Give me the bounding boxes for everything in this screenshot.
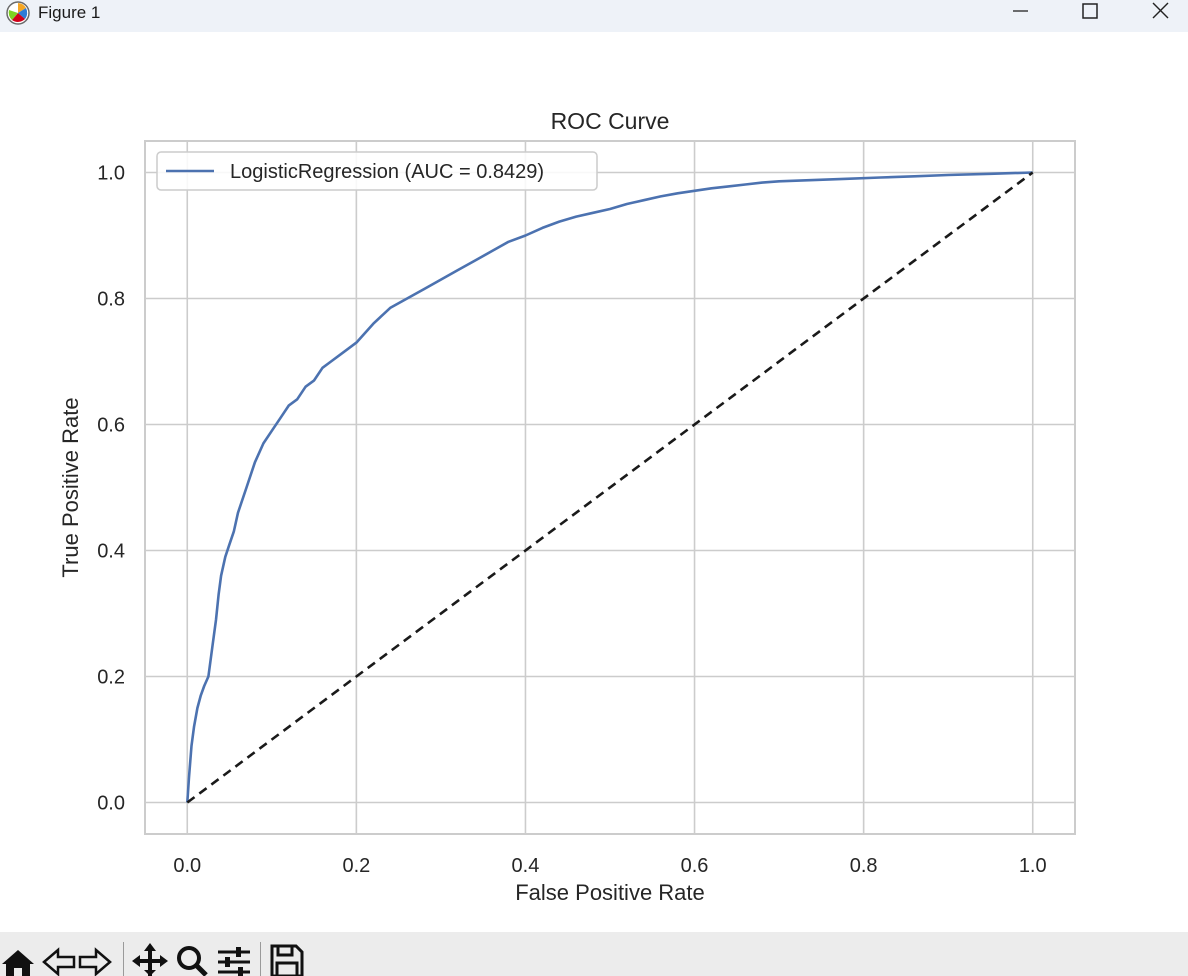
minimize-icon [1013,10,1028,12]
close-icon [1152,2,1169,19]
y-tick-label: 0.2 [97,667,125,689]
zoom-button[interactable] [174,942,210,976]
back-button[interactable] [42,942,78,976]
roc-chart: 0.0 0.2 0.4 0.6 0.8 1.0 0.0 0.2 0.4 0.6 0.8 1.0 ROC … [58,108,1076,905]
back-icon [42,947,76,976]
y-tick-label: 1.0 [97,163,125,185]
y-tick-label: 0.4 [97,541,125,563]
save-icon [270,944,304,976]
close-button[interactable] [1130,0,1188,26]
pan-button[interactable] [132,942,168,976]
home-button[interactable] [0,942,36,976]
toolbar-separator [123,942,124,976]
y-tick-label: 0.8 [97,289,125,311]
y-tick-label: 0.6 [97,415,125,437]
maximize-button[interactable] [1060,0,1120,26]
configure-subplots-icon [218,947,250,976]
figure-canvas[interactable]: 0.0 0.2 0.4 0.6 0.8 1.0 0.0 0.2 0.4 0.6 0.8 1.0 ROC … [0,32,1188,932]
x-axis-label: False Positive Rate [515,880,705,905]
configure-subplots-button[interactable] [216,942,252,976]
axes-frame [144,140,1076,835]
chart-title: ROC Curve [551,108,670,134]
save-button[interactable] [269,942,305,976]
matplotlib-logo-icon [5,0,31,26]
pan-icon [132,943,168,976]
x-tick-label: 0.8 [850,855,878,877]
forward-icon [78,947,112,976]
zoom-icon [177,946,208,976]
roc-curve-line [186,171,1033,803]
toolbar-separator [260,942,261,976]
window-title: Figure 1 [38,3,101,22]
window-titlebar: Figure 1 [0,0,1188,32]
minimize-button[interactable] [990,0,1050,26]
home-icon [2,950,34,976]
chance-diagonal-line [186,171,1034,804]
y-tick-label: 0.0 [97,793,125,815]
x-tick-label: 0.4 [512,855,540,877]
y-axis-label: True Positive Rate [58,397,83,577]
legend-label: LogisticRegression (AUC = 0.8429) [230,161,544,183]
x-tick-label: 0.0 [173,855,201,877]
legend-box [156,151,598,191]
maximize-icon [1082,3,1098,19]
navigation-toolbar [0,932,1188,976]
x-tick-label: 0.2 [342,855,370,877]
x-tick-label: 0.6 [681,855,709,877]
x-tick-label: 1.0 [1019,855,1047,877]
forward-button[interactable] [78,942,114,976]
